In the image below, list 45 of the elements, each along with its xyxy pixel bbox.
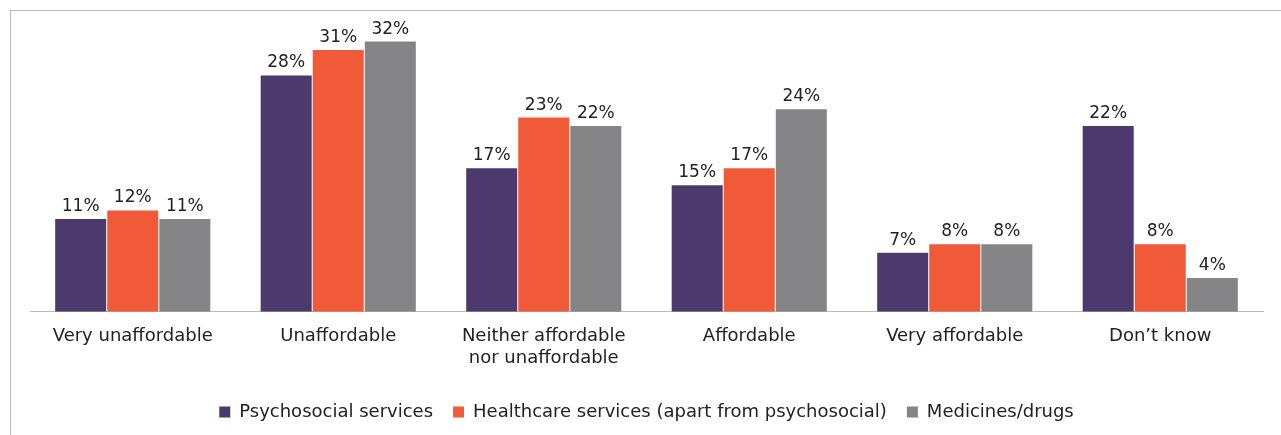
bar xyxy=(723,168,775,312)
data-label: 17% xyxy=(472,144,511,165)
data-label: 28% xyxy=(267,51,306,72)
bar xyxy=(981,244,1033,312)
bar xyxy=(466,168,518,312)
bar xyxy=(55,218,107,312)
bar xyxy=(260,75,312,312)
data-label: 11% xyxy=(61,194,100,215)
data-label: 12% xyxy=(113,186,152,207)
legend-label: Psychosocial services xyxy=(239,399,434,421)
x-tick-label: Affordable xyxy=(702,324,796,346)
bar xyxy=(159,218,211,312)
x-tick-label: Unaffordable xyxy=(280,324,397,346)
data-label: 31% xyxy=(319,25,358,46)
data-label: 24% xyxy=(782,85,821,106)
data-label: 7% xyxy=(889,228,917,249)
x-tick-label: Very unaffordable xyxy=(52,324,213,346)
data-label: 22% xyxy=(576,101,615,122)
bar xyxy=(1186,278,1238,312)
bar xyxy=(312,50,364,312)
data-label: 23% xyxy=(524,93,563,114)
bar xyxy=(107,210,159,312)
legend-label: Healthcare services (apart from psychosocial) xyxy=(473,399,887,421)
bar xyxy=(518,117,570,312)
data-label: 8% xyxy=(941,220,969,241)
x-tick-label: Neither affordable nor unaffordable xyxy=(461,324,626,367)
bar xyxy=(775,109,827,312)
data-label: 32% xyxy=(371,17,410,38)
x-tick-label: Very affordable xyxy=(886,324,1024,346)
data-label: 17% xyxy=(730,144,769,165)
legend-label: Medicines/drugs xyxy=(926,399,1074,421)
bar xyxy=(877,252,929,312)
data-label: 8% xyxy=(1146,220,1174,241)
bar xyxy=(1134,244,1186,312)
data-label: 15% xyxy=(678,161,717,182)
bar xyxy=(570,126,622,312)
data-label: 8% xyxy=(993,220,1021,241)
bar xyxy=(364,41,416,312)
data-label: 11% xyxy=(165,194,204,215)
bar xyxy=(929,244,981,312)
bar xyxy=(671,185,723,312)
bar xyxy=(1082,126,1134,312)
x-tick-label: Don’t know xyxy=(1109,324,1212,346)
data-label: 4% xyxy=(1198,253,1226,274)
data-label: 22% xyxy=(1089,101,1128,122)
